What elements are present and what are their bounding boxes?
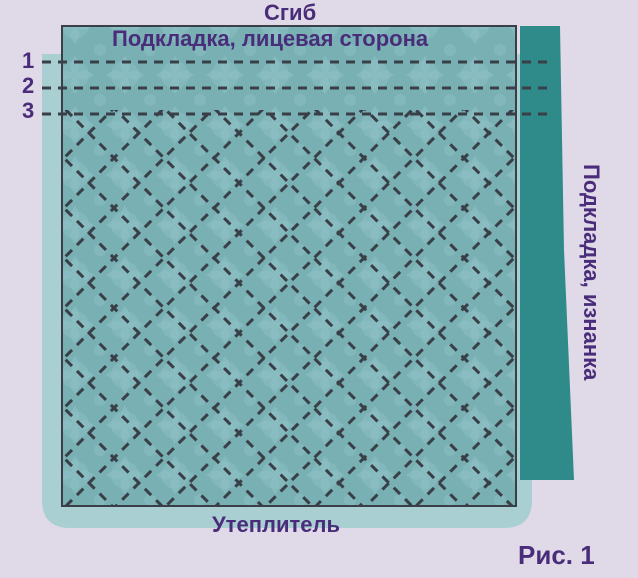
insulation-label: Утеплитель	[212, 512, 340, 538]
figure-number-label: Рис. 1	[518, 540, 595, 571]
lining-face-label: Подкладка, лицевая сторона	[112, 26, 428, 52]
sewing-diagram	[0, 0, 638, 578]
row-3-label: 3	[22, 98, 34, 124]
fold-label: Сгиб	[264, 0, 316, 26]
lining-back-label: Подкладка, изнанка	[578, 164, 604, 380]
row-1-label: 1	[22, 48, 34, 74]
row-2-label: 2	[22, 73, 34, 99]
